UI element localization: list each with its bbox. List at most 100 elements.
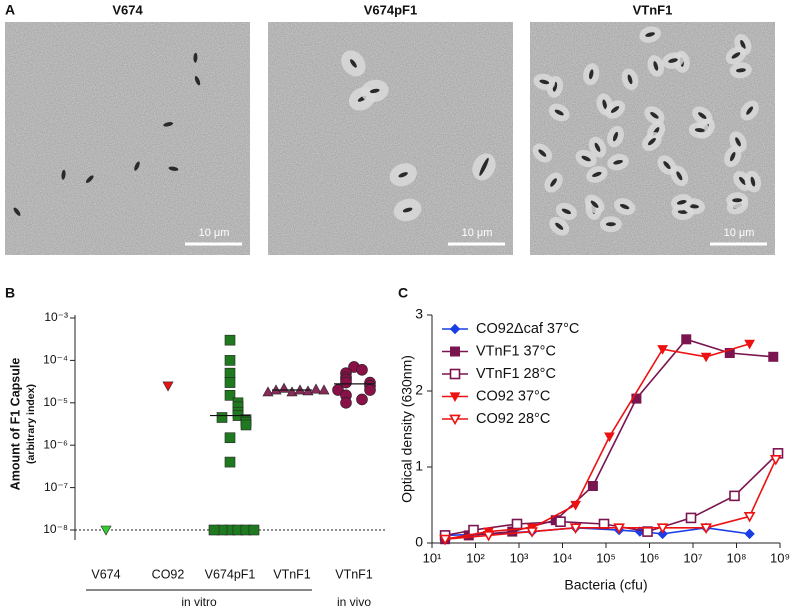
y-tick-label: 10⁻⁴ — [43, 353, 68, 367]
marker — [224, 355, 236, 366]
bacterium — [168, 166, 179, 171]
legend-label: CO92Δcaf 37°C — [476, 321, 579, 337]
image-title: V674 — [112, 2, 143, 17]
marker — [729, 490, 740, 502]
x-tick-label: 10¹ — [423, 550, 442, 565]
bacterium — [746, 106, 754, 115]
x-tick-label: V674pF1 — [205, 567, 256, 581]
bacterium — [698, 112, 707, 119]
bacterium — [369, 88, 380, 94]
image-title: V674pF1 — [364, 2, 417, 17]
marker — [286, 386, 298, 397]
x-tick-label: 10⁵ — [596, 550, 616, 565]
bacterium — [561, 208, 572, 215]
chart-b: 10⁻⁸ 10⁻⁷ 10⁻⁶ 10⁻⁵ 10⁻⁴ 10⁻³ Amount of F1 Cap… — [8, 310, 385, 609]
bacterium — [61, 169, 66, 180]
marker — [100, 525, 112, 536]
x-tick-label: V674 — [91, 567, 120, 581]
marker — [364, 384, 376, 396]
marker — [340, 376, 352, 389]
series-line — [444, 343, 750, 540]
marker — [310, 383, 322, 394]
marker — [224, 334, 236, 346]
bacterium — [602, 99, 607, 110]
bacterium — [592, 171, 602, 178]
y-axis-title: Optical density (630nm) — [399, 355, 415, 503]
panel-label: C — [398, 285, 408, 301]
marker — [700, 523, 712, 534]
image-grain — [268, 22, 513, 255]
marker — [340, 396, 352, 409]
bacterium — [539, 79, 550, 85]
bacterium — [612, 131, 619, 142]
bacterium — [590, 200, 599, 208]
bacterium — [663, 161, 671, 170]
legend-label: CO92 37°C — [476, 388, 550, 404]
scale-bar-label: 10 μm — [724, 227, 755, 239]
marker — [744, 339, 755, 350]
marker — [449, 323, 461, 335]
series-line — [444, 452, 779, 537]
bacterium — [85, 175, 94, 183]
marker — [356, 393, 368, 406]
bacterium — [134, 161, 140, 171]
marker — [449, 414, 461, 426]
bacterium — [677, 209, 688, 214]
bacterium — [689, 204, 699, 209]
bacterium — [163, 122, 174, 127]
micrograph: V674pF1 10 μm — [268, 2, 513, 255]
bacterium — [647, 137, 656, 146]
panel-label: A — [5, 2, 15, 18]
marker — [700, 352, 712, 363]
y-tick-label: 2 — [415, 382, 423, 398]
marker — [162, 381, 174, 392]
x-tick-label: 10⁷ — [683, 550, 702, 565]
bacterium — [739, 176, 747, 185]
bacterium — [554, 109, 564, 116]
bacterium — [676, 171, 683, 181]
marker — [216, 412, 228, 423]
bacterium — [605, 222, 616, 227]
chart-c: 10¹ 10² 10³ 10⁴ 10⁵ 10⁶ 10⁷ 10⁸ 10⁹ 0 1 2 3 Bacteria … — [399, 306, 790, 593]
bacterium — [676, 200, 687, 205]
bacterium — [729, 151, 736, 162]
micrographs: V674 10 μm V674pF1 10 μm VTnF1 10 μm — [5, 2, 775, 255]
marker — [743, 511, 756, 523]
bacterium — [735, 68, 746, 73]
marker — [224, 432, 236, 444]
legend-label: VTnF1 37°C — [476, 343, 556, 359]
marker — [262, 386, 274, 397]
marker — [555, 516, 566, 528]
marker — [685, 512, 697, 524]
x-tick-label: 10⁸ — [727, 550, 747, 565]
marker — [240, 419, 252, 431]
bacterium — [594, 142, 601, 152]
bacterium — [740, 39, 746, 50]
y-tick-label: 10⁻³ — [44, 310, 68, 324]
marker — [224, 456, 236, 468]
group-label: in vitro — [181, 595, 217, 609]
bacterium — [750, 176, 756, 187]
bacterium — [398, 172, 408, 178]
marker — [318, 384, 330, 395]
scale-bar-label: 10 μm — [199, 227, 230, 239]
y-axis-title: Amount of F1 Capsule — [8, 358, 22, 491]
marker — [587, 481, 598, 491]
marker — [332, 384, 344, 396]
bacterium — [613, 159, 623, 165]
y-tick-label: 3 — [415, 306, 423, 322]
marker — [604, 432, 615, 443]
legend-label: CO92 28°C — [476, 411, 550, 427]
bacterium — [550, 178, 557, 187]
marker — [450, 346, 460, 357]
x-tick-label: 10³ — [510, 550, 529, 565]
x-tick-label: 10⁴ — [552, 550, 572, 565]
marker — [768, 351, 779, 362]
marker — [511, 518, 523, 530]
bacterium — [193, 52, 198, 63]
marker — [449, 368, 461, 380]
bacterium — [13, 207, 21, 216]
x-tick-label: VTnF1 — [273, 567, 311, 581]
